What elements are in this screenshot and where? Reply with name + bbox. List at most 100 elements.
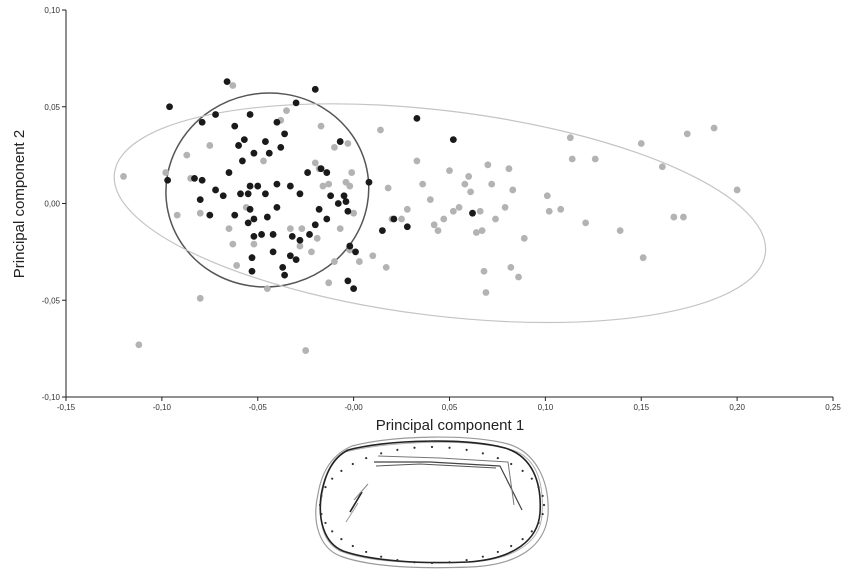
- grey-data-point: [582, 219, 590, 227]
- black-data-point: [273, 180, 281, 188]
- inner-line-2: [377, 455, 515, 506]
- landmark-dot: [465, 448, 468, 451]
- grey-data-point: [484, 161, 492, 169]
- black-data-point: [237, 190, 244, 198]
- grey-data-point: [430, 221, 438, 229]
- grey-data-point: [229, 240, 237, 248]
- black-data-point: [240, 136, 248, 144]
- grey-group-ellipse: [113, 103, 767, 324]
- grey-data-point: [566, 134, 574, 142]
- black-data-point: [390, 215, 398, 223]
- black-data-point: [246, 111, 254, 118]
- black-data-point: [198, 176, 206, 184]
- black-data-point: [212, 186, 219, 194]
- black-points: [164, 78, 476, 293]
- black-data-point: [323, 215, 331, 223]
- black-data-point: [292, 256, 300, 264]
- black-data-point: [469, 209, 476, 217]
- landmark-dot: [413, 561, 416, 564]
- grey-data-point: [568, 155, 576, 163]
- black-data-point: [413, 114, 421, 122]
- black-data-point: [164, 176, 172, 184]
- black-data-point: [340, 192, 348, 200]
- grey-data-point: [336, 225, 344, 233]
- grey-data-point: [683, 130, 691, 138]
- inner-line-5: [353, 483, 369, 501]
- grey-data-point: [377, 126, 384, 134]
- grey-data-point: [480, 267, 488, 275]
- x-tick-label: 0,20: [729, 403, 745, 412]
- grey-data-point: [346, 182, 354, 190]
- grey-data-point: [319, 182, 327, 190]
- y-tick-label: 0,05: [44, 103, 60, 112]
- grey-data-point: [135, 341, 143, 349]
- landmark-dot: [521, 537, 524, 541]
- grey-data-point: [449, 207, 457, 215]
- landmark-dot: [537, 485, 540, 489]
- landmark-dot: [380, 452, 383, 455]
- black-data-point: [198, 118, 206, 126]
- landmark-dot: [530, 477, 533, 480]
- black-data-point: [273, 118, 281, 126]
- grey-data-point: [639, 254, 647, 262]
- grey-data-point: [325, 279, 333, 287]
- grey-data-point: [355, 258, 363, 265]
- landmark-dot: [320, 512, 323, 516]
- grey-data-point: [543, 192, 551, 200]
- grey-data-point: [446, 167, 453, 175]
- black-data-point: [231, 122, 239, 130]
- grey-data-point: [465, 173, 473, 180]
- black-data-point: [317, 165, 325, 173]
- grey-data-point: [637, 140, 645, 147]
- grey-data-point: [413, 157, 421, 165]
- black-data-point: [344, 277, 352, 285]
- grey-data-point: [488, 180, 496, 188]
- outline-black-shape: [319, 440, 542, 564]
- grey-data-point: [263, 285, 271, 293]
- grey-data-point: [426, 196, 434, 204]
- grey-data-point: [501, 203, 509, 211]
- grey-data-point: [434, 227, 442, 234]
- grey-data-point: [509, 186, 517, 194]
- grey-data-point: [478, 227, 486, 234]
- grey-data-point: [507, 263, 515, 271]
- landmark-dot: [396, 559, 399, 562]
- grey-data-point: [467, 188, 474, 196]
- black-data-point: [352, 248, 359, 256]
- black-data-point: [258, 231, 265, 238]
- x-ticks: -0,15 -0,10 -0,05 -0,00 0,05 0,10 0,15 0,20 0,25: [57, 397, 841, 412]
- shape-outline-figure: [315, 436, 549, 569]
- grey-data-point: [419, 180, 427, 188]
- landmark-dots: [318, 445, 546, 565]
- grey-data-point: [591, 155, 599, 163]
- landmark-dot: [496, 550, 499, 554]
- grey-data-point: [670, 213, 678, 221]
- landmark-dot: [430, 445, 434, 449]
- black-data-point: [323, 169, 331, 176]
- black-data-point: [365, 178, 373, 186]
- landmark-dot: [380, 555, 383, 558]
- black-data-point: [244, 190, 252, 198]
- landmark-dot: [481, 452, 484, 455]
- black-data-point: [206, 211, 214, 219]
- black-data-point: [225, 169, 233, 176]
- black-data-point: [212, 111, 219, 118]
- grey-data-point: [398, 215, 405, 223]
- black-data-point: [334, 200, 342, 207]
- grey-data-point: [384, 184, 392, 192]
- y-tick-label: 0,10: [44, 6, 60, 15]
- black-data-point: [336, 138, 344, 145]
- grey-data-point: [233, 262, 241, 269]
- grey-data-point: [313, 234, 321, 242]
- axes: [65, 10, 833, 398]
- grey-data-point: [308, 248, 315, 256]
- black-data-point: [378, 227, 386, 234]
- grey-data-point: [317, 122, 325, 130]
- black-data-point: [191, 174, 198, 182]
- black-data-point: [166, 103, 173, 111]
- grey-data-point: [225, 225, 233, 233]
- landmark-dot: [318, 503, 322, 507]
- grey-data-point: [283, 107, 290, 115]
- black-data-point: [219, 192, 227, 200]
